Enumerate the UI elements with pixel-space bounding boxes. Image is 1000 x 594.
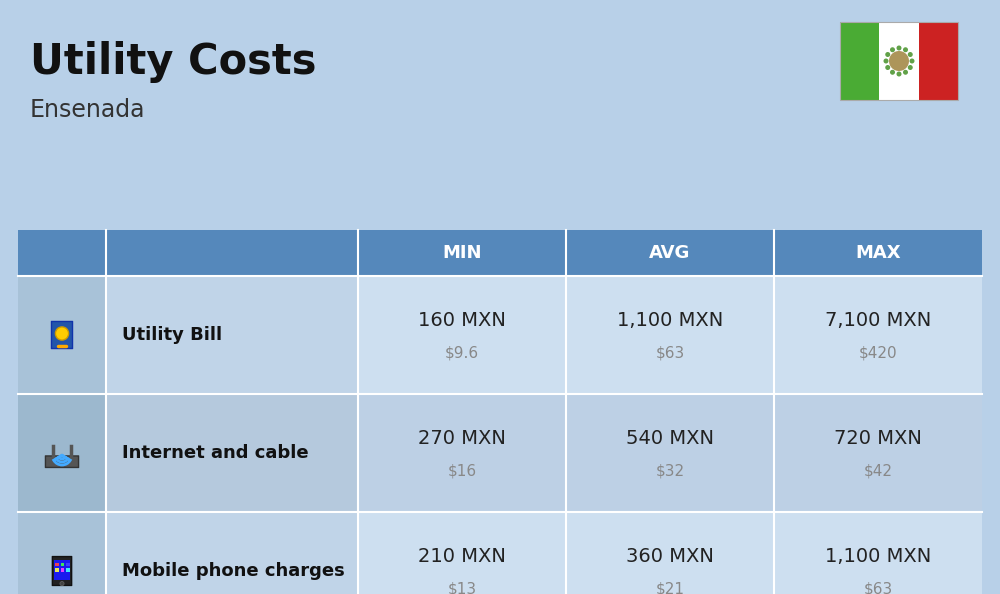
Text: Ensenada: Ensenada (30, 98, 146, 122)
Text: 7,100 MXN: 7,100 MXN (825, 311, 931, 330)
Bar (66, 568, 70, 571)
Text: $42: $42 (864, 463, 893, 478)
Bar (18, 276, 982, 394)
Circle shape (885, 52, 890, 57)
Bar (840, 22, 958, 100)
Text: MIN: MIN (442, 244, 482, 262)
Circle shape (903, 48, 908, 52)
Bar (106, 512, 358, 594)
Text: $63: $63 (863, 581, 893, 594)
Text: MAX: MAX (855, 244, 901, 262)
Circle shape (896, 46, 902, 50)
Circle shape (60, 582, 64, 586)
Text: Utility Bill: Utility Bill (122, 326, 222, 344)
Bar (18, 276, 106, 394)
Text: $63: $63 (655, 345, 685, 360)
Text: $21: $21 (656, 581, 684, 594)
FancyBboxPatch shape (45, 456, 79, 467)
Text: AVG: AVG (649, 244, 691, 262)
Text: Internet and cable: Internet and cable (122, 444, 309, 462)
Text: 360 MXN: 360 MXN (626, 547, 714, 566)
Bar (61, 563, 64, 566)
Text: $16: $16 (447, 463, 477, 478)
Circle shape (890, 48, 895, 52)
Bar (18, 394, 982, 512)
Text: 540 MXN: 540 MXN (626, 429, 714, 448)
Bar (18, 394, 106, 512)
Bar (18, 512, 106, 594)
Circle shape (884, 58, 889, 64)
Bar (55, 563, 59, 566)
Text: Mobile phone charges: Mobile phone charges (122, 562, 345, 580)
Circle shape (889, 51, 909, 71)
Circle shape (908, 52, 913, 57)
Text: 160 MXN: 160 MXN (418, 311, 506, 330)
Text: 1,100 MXN: 1,100 MXN (825, 547, 931, 566)
Circle shape (890, 69, 895, 75)
Bar (106, 276, 358, 394)
Text: $32: $32 (655, 463, 685, 478)
FancyBboxPatch shape (51, 321, 73, 349)
Circle shape (903, 69, 908, 75)
Bar (879, 22, 919, 100)
Circle shape (896, 71, 902, 77)
Bar (106, 394, 358, 512)
Text: 210 MXN: 210 MXN (418, 547, 506, 566)
Bar (840, 22, 879, 100)
Text: $9.6: $9.6 (445, 345, 479, 360)
Text: $13: $13 (447, 581, 477, 594)
FancyBboxPatch shape (52, 557, 72, 586)
Text: 1,100 MXN: 1,100 MXN (617, 311, 723, 330)
Circle shape (60, 454, 64, 457)
Bar (18, 230, 982, 276)
Circle shape (910, 58, 914, 64)
Circle shape (908, 65, 913, 70)
Bar (61, 568, 64, 571)
Circle shape (885, 65, 890, 70)
Bar (18, 512, 982, 594)
Text: 270 MXN: 270 MXN (418, 429, 506, 448)
Bar (54, 560, 70, 580)
Circle shape (55, 327, 69, 340)
Text: Utility Costs: Utility Costs (30, 41, 316, 83)
Bar (66, 563, 70, 566)
Text: $420: $420 (859, 345, 897, 360)
Bar (919, 22, 958, 100)
Text: 720 MXN: 720 MXN (834, 429, 922, 448)
Bar (55, 568, 59, 571)
